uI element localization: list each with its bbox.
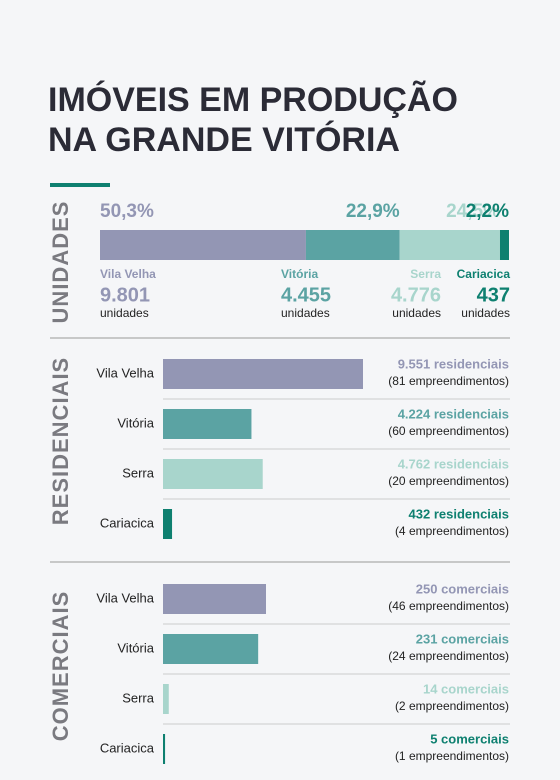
section-label: RESIDENCIAIS — [48, 357, 73, 525]
units-text: unidades — [392, 306, 441, 320]
share-bar — [399, 230, 500, 260]
city-label: Vila Velha — [96, 365, 154, 380]
value-label: 5 comerciais — [430, 731, 509, 746]
value-label: 250 comerciais — [416, 581, 509, 596]
city-label: Vitória — [117, 640, 154, 655]
units-text: unidades — [461, 306, 510, 320]
share-label: 50,3% — [100, 201, 154, 222]
value-label: 14 comerciais — [423, 681, 509, 696]
city-label: Cariacica — [100, 740, 155, 755]
city-label: Serra — [410, 267, 441, 281]
city-label: Serra — [122, 690, 155, 705]
projects-label: (1 empreendimentos) — [395, 749, 509, 763]
units-text: unidades — [100, 306, 149, 320]
units-label: 437 — [477, 284, 510, 306]
bar — [163, 409, 252, 439]
share-label: 2,2% — [466, 201, 509, 222]
title-line: NA GRANDE VITÓRIA — [48, 121, 400, 159]
units-label: 4.455 — [281, 284, 331, 306]
bar — [163, 684, 169, 714]
share-bar — [499, 230, 509, 260]
city-label: Vila Velha — [96, 590, 154, 605]
accent-line — [50, 183, 110, 187]
bar — [163, 634, 259, 664]
section-label: COMERCIAIS — [48, 591, 73, 742]
title-line: IMÓVEIS EM PRODUÇÃO — [48, 81, 458, 119]
city-label: Vitória — [281, 267, 318, 281]
share-label: 22,9% — [346, 201, 400, 222]
bar — [163, 584, 266, 614]
projects-label: (46 empreendimentos) — [388, 599, 509, 613]
share-label: 24,5% — [446, 201, 500, 222]
units-label: 4.776 — [391, 284, 441, 306]
bar — [163, 459, 263, 489]
value-label: 231 comerciais — [416, 631, 509, 646]
projects-label: (2 empreendimentos) — [395, 699, 509, 713]
projects-label: (24 empreendimentos) — [388, 649, 509, 663]
city-label: Serra — [122, 465, 155, 480]
projects-label: (60 empreendimentos) — [388, 424, 509, 438]
value-label: 4.224 residenciais — [398, 406, 509, 421]
city-label: Vitória — [117, 415, 154, 430]
projects-label: (20 empreendimentos) — [388, 474, 509, 488]
projects-label: (4 empreendimentos) — [395, 524, 509, 538]
share-bar — [100, 230, 306, 260]
city-label: Cariacica — [457, 267, 511, 281]
units-text: unidades — [281, 306, 330, 320]
bar — [163, 734, 166, 764]
share-bar — [305, 230, 400, 260]
city-label: Cariacica — [100, 515, 155, 530]
bar — [163, 509, 173, 539]
city-label: Vila Velha — [100, 267, 156, 281]
section-label: UNIDADES — [48, 201, 73, 324]
value-label: 9.551 residenciais — [398, 356, 509, 371]
projects-label: (81 empreendimentos) — [388, 374, 509, 388]
bar — [163, 359, 363, 389]
value-label: 432 residenciais — [409, 506, 509, 521]
units-label: 9.801 — [100, 284, 150, 306]
value-label: 4.762 residenciais — [398, 456, 509, 471]
